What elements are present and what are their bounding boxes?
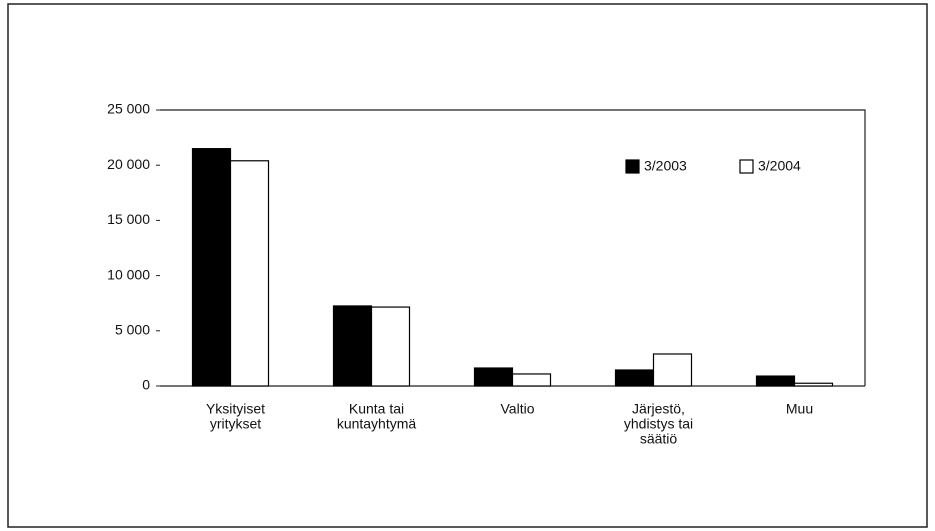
y-tick-label: 15 000 — [107, 211, 150, 227]
bar — [793, 382, 834, 387]
x-tick-label: Valtio — [501, 401, 535, 417]
x-tick-label: kuntayhtymä — [337, 416, 417, 432]
legend-swatch — [739, 159, 754, 174]
y-tick-label: 25 000 — [107, 101, 150, 117]
legend-label: 3/2004 — [758, 158, 801, 174]
legend-swatch — [625, 159, 640, 174]
bar — [511, 373, 552, 387]
x-tick-label: säätiö — [640, 431, 678, 447]
x-tick-label: Kunta tai — [349, 401, 404, 417]
bar — [191, 148, 232, 387]
bar — [473, 367, 514, 387]
bar — [332, 305, 373, 387]
y-tick-label: 10 000 — [107, 266, 150, 282]
x-tick-label: Järjestö, — [632, 401, 685, 417]
frame — [7, 3, 928, 528]
y-tick-label: 20 000 — [107, 156, 150, 172]
bar — [614, 369, 655, 387]
y-tick-label: 0 — [142, 377, 150, 393]
plot-frame — [160, 109, 866, 386]
x-tick-label: yritykset — [210, 416, 261, 432]
x-tick-label: Muu — [786, 401, 813, 417]
bar — [370, 306, 411, 387]
bar — [229, 160, 270, 387]
y-tick-label: 5 000 — [115, 322, 150, 338]
legend-label: 3/2003 — [644, 158, 687, 174]
bar — [652, 353, 693, 387]
x-tick-label: Yksityiset — [206, 401, 265, 417]
bar — [755, 375, 796, 387]
x-tick-label: yhdistys tai — [624, 416, 693, 432]
